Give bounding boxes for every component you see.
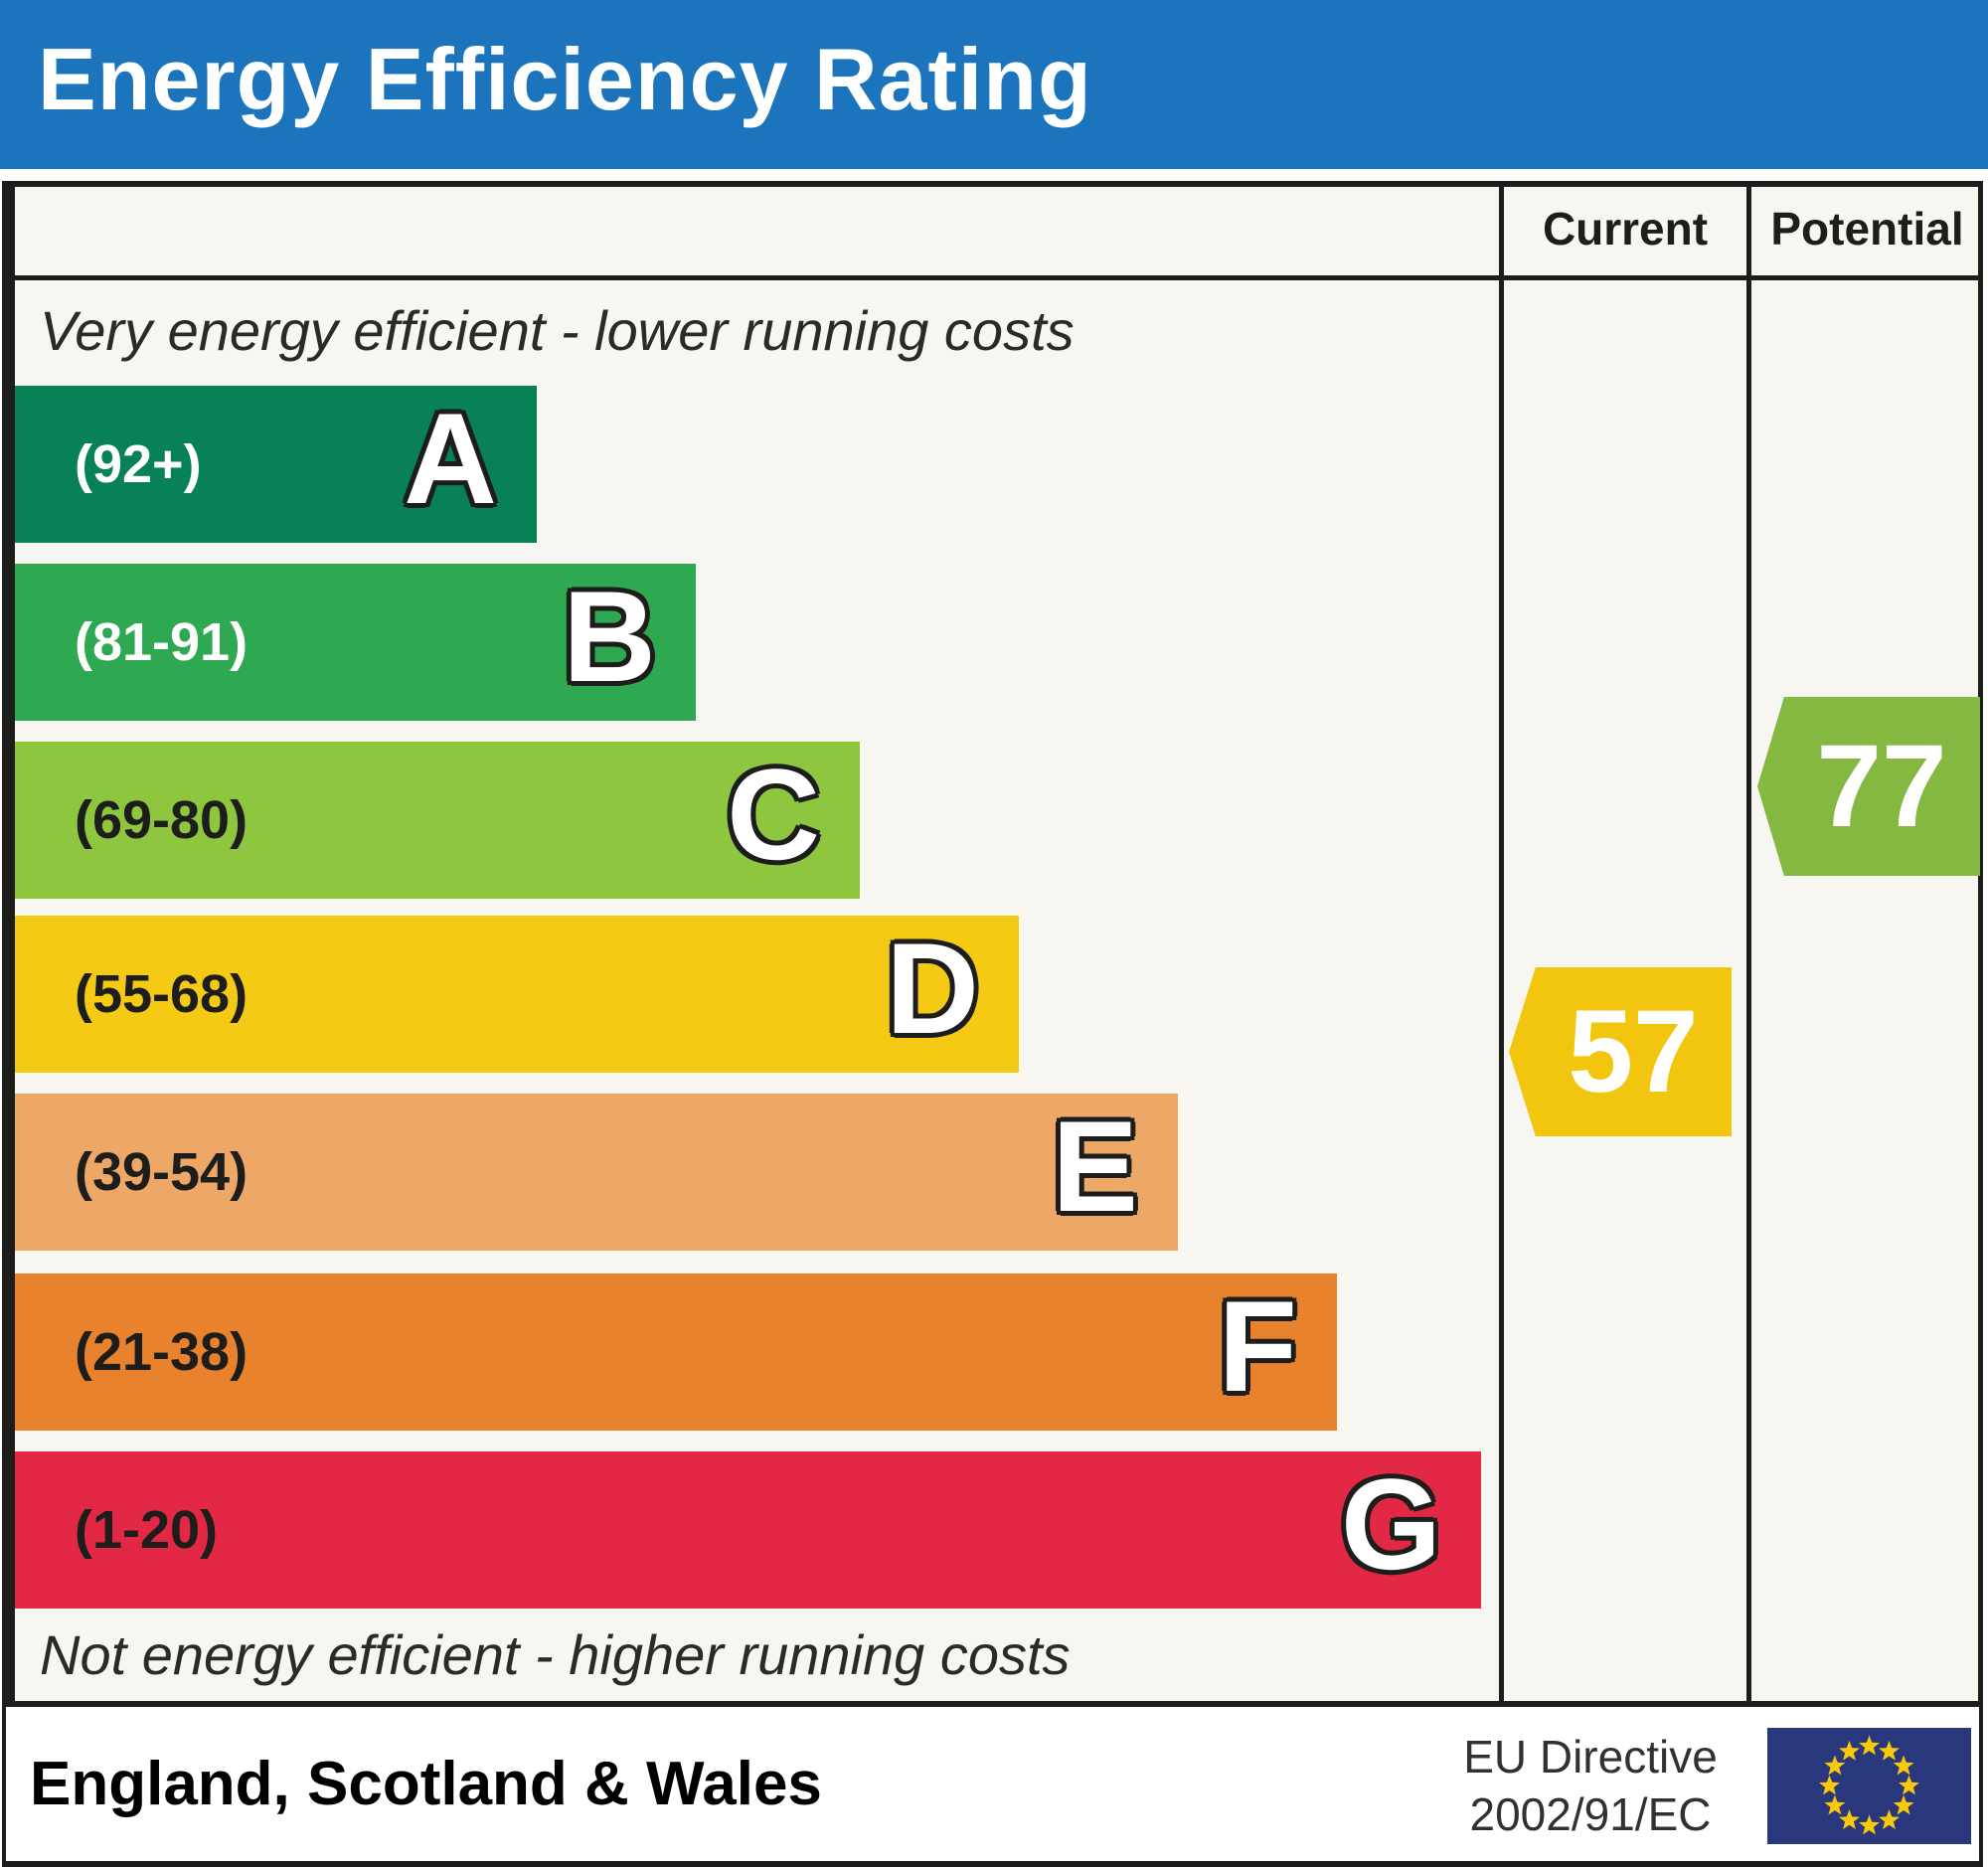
- column-header-potential: Potential: [1770, 203, 1964, 255]
- border-line: [2, 1707, 6, 1867]
- border-line: [1979, 1707, 1983, 1867]
- band-row-e: (39-54) E: [15, 1094, 1178, 1251]
- band-letter: B: [563, 564, 656, 709]
- region-label: England, Scotland & Wales: [30, 1750, 822, 1818]
- eu-flag-icon: [1767, 1728, 1971, 1844]
- band-letter: F: [1218, 1273, 1297, 1419]
- band-letter: E: [1052, 1094, 1138, 1239]
- eu-directive-label: EU Directive 2002/91/EC: [1431, 1728, 1749, 1843]
- bottom-note: Not energy efficient - higher running co…: [40, 1623, 1071, 1686]
- page-title: Energy Efficiency Rating: [38, 30, 1092, 128]
- top-note: Very energy efficient - lower running co…: [40, 299, 1075, 362]
- band-letter: D: [886, 916, 979, 1061]
- border-line: [1978, 181, 1983, 1707]
- border-line: [2, 181, 15, 1707]
- band-range-label: (39-54): [75, 1142, 248, 1202]
- band-row-a: (92+) A: [15, 386, 537, 543]
- current-column-divider: [1499, 181, 1504, 1707]
- band-letter: G: [1340, 1451, 1441, 1597]
- band-row-f: (21-38) F: [15, 1273, 1337, 1431]
- band-range-label: (55-68): [75, 964, 248, 1024]
- title-bar: Energy Efficiency Rating: [0, 0, 1988, 169]
- column-header-current: Current: [1542, 203, 1709, 255]
- band-range-label: (81-91): [75, 612, 248, 672]
- current-rating-arrow: 57: [1509, 967, 1732, 1136]
- current-rating-value: 57: [1568, 986, 1699, 1117]
- potential-rating-arrow: 77: [1757, 697, 1980, 876]
- band-row-c: (69-80) C: [15, 742, 860, 899]
- band-range-label: (92+): [75, 434, 202, 494]
- band-row-b: (81-91) B: [15, 564, 696, 721]
- band-letter: A: [404, 386, 497, 531]
- band-letter: C: [727, 742, 820, 887]
- eu-directive-line2: 2002/91/EC: [1469, 1788, 1712, 1840]
- band-row-d: (55-68) D: [15, 916, 1019, 1073]
- border-line: [2, 1701, 1983, 1707]
- eu-directive-line1: EU Directive: [1463, 1731, 1718, 1782]
- header-divider-line: [2, 275, 1983, 280]
- border-line: [2, 1861, 1983, 1867]
- band-row-g: (1-20) G: [15, 1451, 1481, 1609]
- band-range-label: (69-80): [75, 790, 248, 850]
- potential-column-divider: [1746, 181, 1751, 1707]
- border-line: [2, 181, 1983, 187]
- band-range-label: (1-20): [75, 1500, 219, 1560]
- band-range-label: (21-38): [75, 1322, 248, 1382]
- potential-rating-value: 77: [1816, 721, 1947, 852]
